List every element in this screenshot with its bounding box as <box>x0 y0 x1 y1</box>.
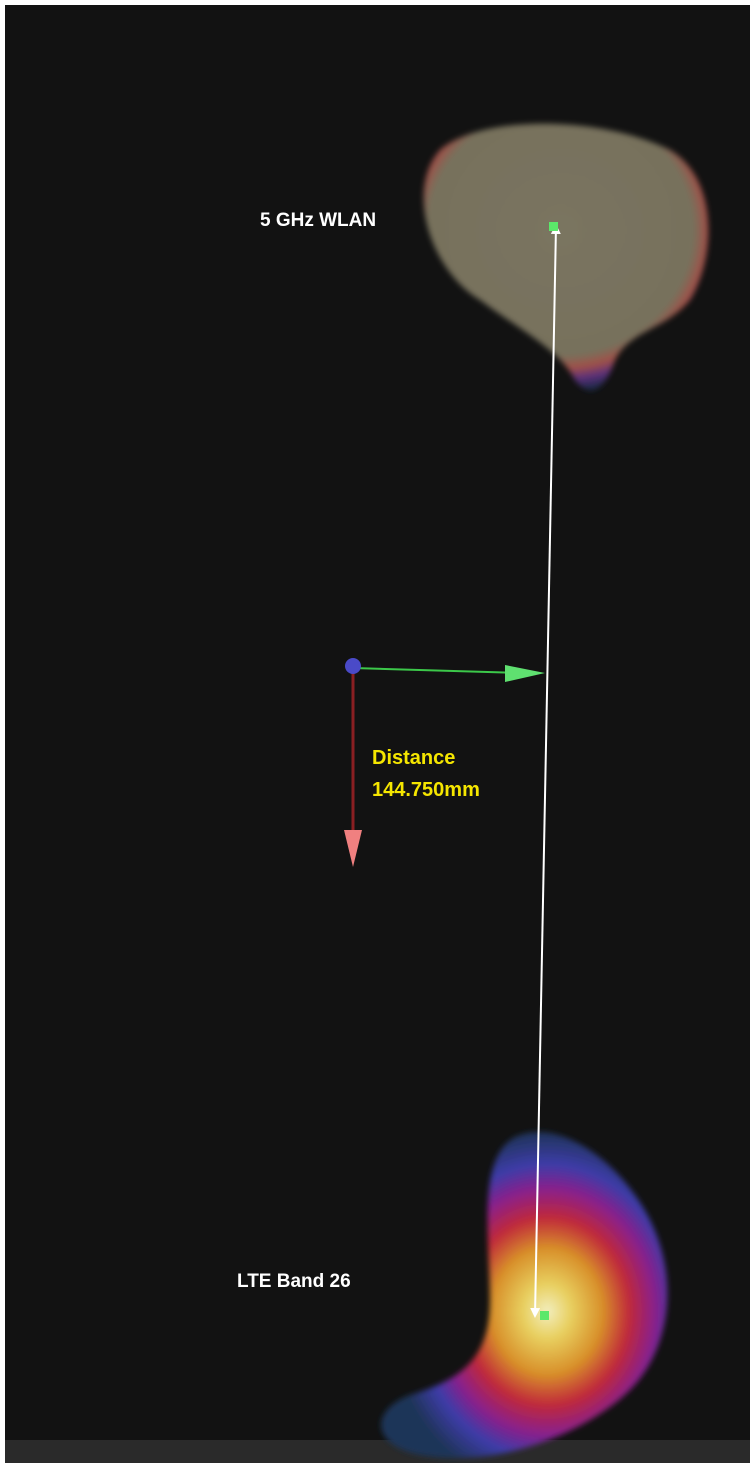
axis-y-head <box>344 830 362 867</box>
field-blob-top <box>423 123 709 391</box>
source-label: 5 GHz WLAN <box>260 210 376 231</box>
field-blob-bottom <box>381 1131 668 1459</box>
measurement-title: Distance <box>372 747 455 769</box>
measurement-value: 144.750mm <box>372 779 480 801</box>
axis-x-head <box>505 665 545 682</box>
axis-x <box>352 667 521 674</box>
point-top <box>549 222 558 231</box>
point-bottom <box>540 1311 549 1320</box>
distance-line <box>530 224 561 1318</box>
origin <box>345 658 361 674</box>
source-label: LTE Band 26 <box>237 1271 351 1292</box>
bottom-strip <box>5 1440 750 1463</box>
